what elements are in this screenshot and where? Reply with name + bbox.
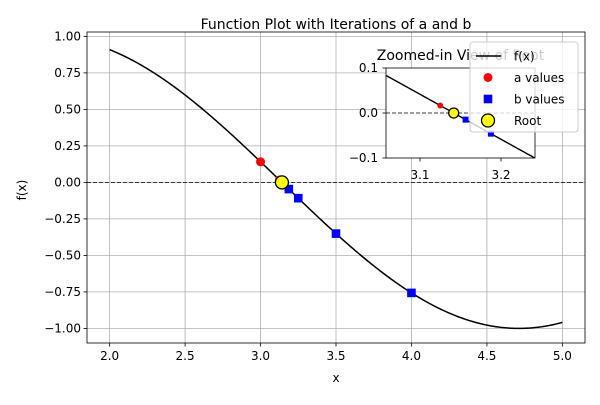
root-marker <box>274 175 290 190</box>
b-value-marker <box>462 116 469 123</box>
legend-dot-swatch <box>483 73 493 82</box>
x-tick-label: 3.5 <box>326 349 345 363</box>
y-tick-label: 0.25 <box>54 139 81 153</box>
y-tick-label: −0.50 <box>44 248 81 262</box>
legend-box <box>469 41 579 133</box>
legend-label: b values <box>514 93 564 107</box>
root-marker <box>448 107 460 119</box>
b-value-marker <box>284 184 294 194</box>
chart-title: Function Plot with Iterations of a and b <box>201 17 472 33</box>
y-axis-label: f(x) <box>15 180 29 201</box>
b-value-marker <box>331 229 341 238</box>
x-tick-label: 3.0 <box>251 349 270 363</box>
inset-y-tick-label: 0.0 <box>359 106 378 120</box>
b-value-marker <box>293 193 303 203</box>
inset-x-tick-label: 3.1 <box>410 168 429 182</box>
y-tick-label: 1.00 <box>54 29 81 43</box>
b-value-marker <box>487 130 494 137</box>
y-tick-label: 0.75 <box>54 66 81 80</box>
legend-label: Root <box>514 114 541 128</box>
legend-root-swatch <box>480 113 496 128</box>
a-value-marker <box>437 102 444 109</box>
x-tick-label: 4.5 <box>477 349 496 363</box>
legend: f(x) a values b values Root <box>469 41 579 133</box>
y-tick-label: 0.50 <box>54 102 81 116</box>
main-plot-frame <box>86 31 586 344</box>
b-value-marker <box>407 288 416 298</box>
main-plot-area: 2.0 2.5 3.0 3.5 4.0 4.5 5.0 1.00 0.75 0.50 0.25 0.0… <box>44 29 586 363</box>
inset-y-tick-label: 0.1 <box>359 61 378 75</box>
y-tick-label: −0.25 <box>44 212 81 226</box>
legend-square-swatch <box>483 94 493 104</box>
legend-label: f(x) <box>514 50 535 64</box>
x-tick-label: 2.5 <box>176 349 195 363</box>
y-tick-label: −0.75 <box>44 285 81 299</box>
inset-y-tick-label: −0.1 <box>349 151 378 165</box>
legend-label: a values <box>514 71 564 85</box>
x-axis-label: x <box>332 371 339 385</box>
x-tick-label: 4.0 <box>402 349 421 363</box>
y-tick-label: 0.00 <box>54 175 81 189</box>
inset-x-tick-label: 3.2 <box>491 168 510 182</box>
x-tick-label: 5.0 <box>553 349 572 363</box>
x-tick-label: 2.0 <box>100 349 119 363</box>
inset-function-curve <box>385 74 536 159</box>
y-tick-label: −1.00 <box>44 321 81 335</box>
a-value-marker <box>256 157 266 167</box>
